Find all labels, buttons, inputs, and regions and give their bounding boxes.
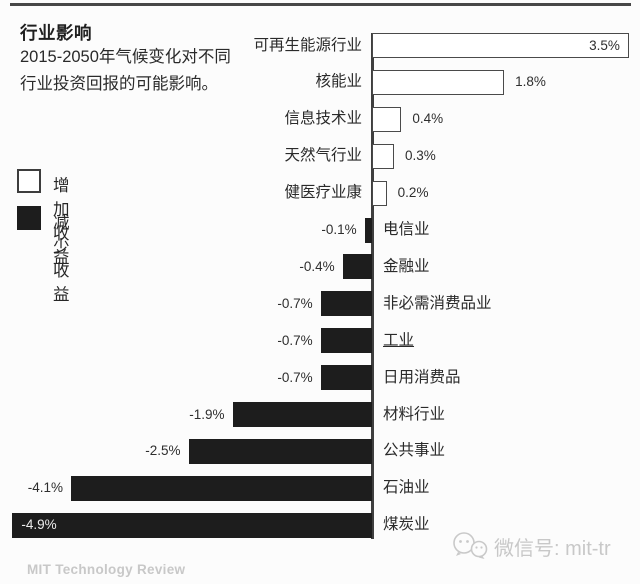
bar-negative — [342, 254, 372, 280]
bar-value: -2.5% — [145, 443, 181, 459]
bar-negative — [320, 328, 372, 354]
chart-title: 行业影响 — [20, 23, 92, 43]
bar-label: 材料行业 — [383, 405, 446, 423]
bar-positive — [372, 33, 629, 58]
bar-positive — [372, 69, 505, 95]
legend-increase-swatch — [17, 169, 41, 193]
bar-negative — [232, 402, 372, 427]
bar-negative — [320, 291, 372, 317]
bar-negative — [188, 438, 372, 464]
wechat-badge: 微信号: mit-tr — [450, 529, 636, 563]
legend-increase-label: 增加收益 — [53, 177, 70, 267]
bar-value: -1.9% — [189, 406, 225, 422]
zero-baseline-axis — [371, 33, 374, 539]
bar-value: -0.4% — [299, 258, 335, 274]
bar-label: 信息技术业 — [284, 110, 362, 128]
bar-value: -0.7% — [277, 332, 313, 348]
bar-negative — [71, 475, 372, 501]
bar-label: 工业 — [383, 331, 415, 349]
bar-label: 公共事业 — [383, 442, 446, 460]
bar-label: 健医疗业康 — [284, 184, 362, 202]
bar-value: -0.7% — [277, 295, 313, 311]
bar-label: 天然气行业 — [284, 147, 362, 165]
bar-value: 0.4% — [412, 111, 444, 127]
wechat-icon — [453, 532, 488, 559]
bar-value: 0.3% — [405, 148, 436, 164]
brand-text: MIT Technology Review — [27, 562, 186, 577]
bar-label: 煤炭业 — [383, 516, 430, 534]
bar-positive — [372, 143, 395, 169]
legend-decrease-swatch — [17, 206, 41, 230]
bar-value: 0.2% — [397, 185, 429, 201]
bar-label: 金融业 — [383, 257, 430, 275]
bar-value: 3.5% — [589, 37, 620, 53]
bar-value: -4.9% — [21, 517, 57, 533]
bar-positive — [372, 106, 402, 132]
bar-label: 日用消费品 — [383, 368, 461, 386]
chart-subtitle: 2015-2050年气候变化对不同行业投资回报的可能影响。 — [20, 48, 231, 93]
bar-negative — [364, 217, 372, 243]
bar-value: -4.1% — [27, 480, 64, 496]
wechat-id-label: 微信号: mit-tr — [494, 538, 611, 560]
bar-label: 非必需消费品业 — [383, 294, 492, 312]
bar-positive — [372, 180, 387, 206]
bar-label: 可再生能源行业 — [253, 36, 362, 54]
bar-negative — [12, 512, 372, 538]
top-divider — [10, 3, 631, 6]
legend-decrease-label: 减少收益 — [53, 214, 70, 304]
bar-value: -0.1% — [321, 222, 357, 237]
bar-label: 核能业 — [315, 73, 362, 91]
bar-negative — [320, 365, 372, 391]
bar-label: 石油业 — [383, 479, 430, 497]
bar-value: 1.8% — [515, 74, 546, 90]
bar-label: 电信业 — [383, 221, 430, 238]
bar-value: -0.7% — [277, 369, 313, 385]
